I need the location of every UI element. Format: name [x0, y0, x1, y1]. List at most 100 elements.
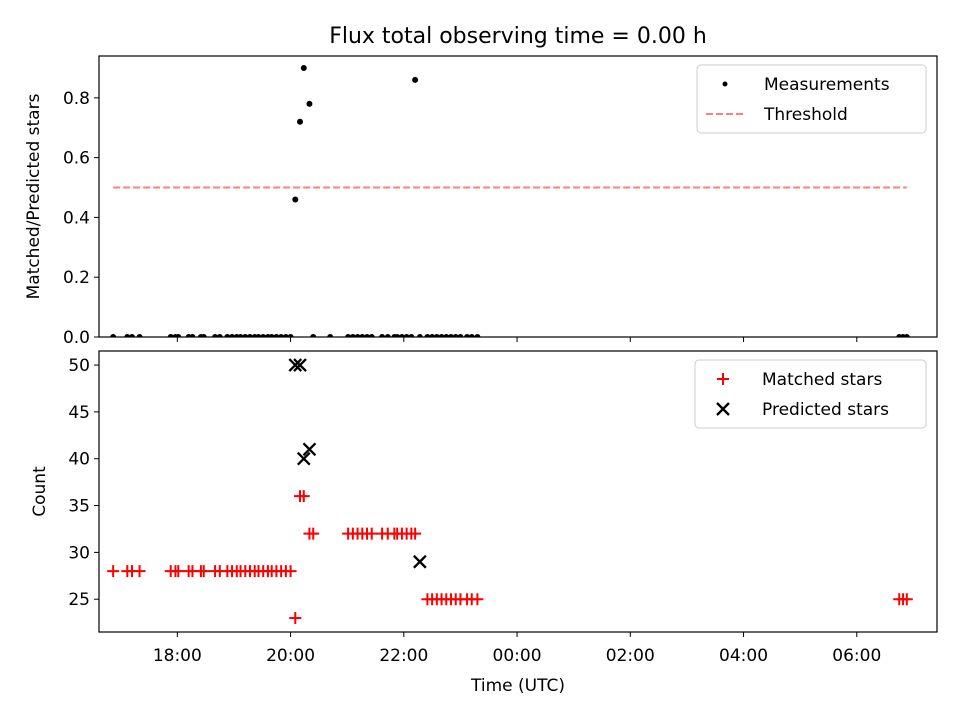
measurement-point: [384, 334, 391, 337]
y-tick-label: 40: [68, 450, 90, 470]
panel-2: 25 30 35 40 45 50 18:00 20:00 22:00 00:00 02:00 04:…: [30, 350, 938, 696]
plot-area: [107, 358, 913, 624]
measurement-point: [278, 334, 285, 337]
measurement-point: [447, 334, 454, 337]
y-tick-label: 0.4: [63, 208, 90, 228]
measurement-point: [438, 334, 445, 337]
x-tick-label: 00:00: [493, 646, 542, 666]
y-tick-label: 0.2: [63, 268, 90, 288]
y-tick-label: 25: [68, 590, 90, 610]
measurement-point: [216, 334, 223, 337]
chart-title: Flux total observing time = 0.00 h: [329, 24, 707, 49]
matched-star-marker: [107, 565, 120, 578]
measurement-point: [212, 334, 219, 337]
y-axis-label: Matched/Predicted stars: [24, 93, 44, 299]
measurement-point: [903, 334, 910, 337]
measurement-point: [229, 334, 236, 337]
legend-label: Threshold: [763, 105, 848, 125]
matched-star-marker: [365, 527, 378, 540]
measurement-point: [464, 334, 471, 337]
measurement-point: [379, 334, 386, 337]
plot-area: [110, 64, 910, 337]
legend: Measurements Threshold: [696, 64, 927, 134]
measurement-point: [468, 334, 475, 337]
matched-star-marker: [900, 593, 913, 606]
measurement-point: [349, 334, 356, 337]
matched-star-marker: [133, 565, 146, 578]
y-tick-label: 0.6: [63, 149, 90, 169]
measurement-point: [300, 64, 307, 71]
measurement-point: [260, 334, 267, 337]
measurement-point: [175, 334, 182, 337]
x-tick-label: 20:00: [266, 646, 315, 666]
y-tick-label: 0.0: [63, 328, 90, 348]
legend-label: Measurements: [764, 75, 890, 95]
measurement-point: [424, 334, 431, 337]
y-tick-label: 0.8: [63, 89, 90, 109]
measurement-point: [306, 100, 313, 107]
measurement-point: [398, 334, 405, 337]
legend-swatch: [716, 402, 730, 416]
measurement-point: [394, 334, 401, 337]
measurement-point: [412, 76, 419, 83]
legend-label: Predicted stars: [762, 400, 889, 420]
matched-star-marker: [297, 490, 310, 503]
legend: Matched stars Predicted stars: [694, 359, 927, 429]
predicted-star-marker: [413, 554, 427, 569]
measurement-point: [327, 334, 334, 337]
matched-star-marker: [409, 527, 422, 540]
measurement-point: [237, 334, 244, 337]
y-tick-label: 35: [68, 497, 90, 517]
measurement-point: [255, 334, 262, 337]
panel-1: 0.0 0.2 0.4 0.6 0.8 Matched/Predicted stars Me…: [24, 55, 938, 348]
measurement-point: [416, 334, 423, 337]
axes-frame: [98, 55, 938, 338]
y-tick-label: 50: [68, 356, 90, 376]
measurement-point: [200, 334, 207, 337]
x-tick-label: 22:00: [379, 646, 428, 666]
measurement-point: [110, 334, 117, 337]
y-axis-label: Count: [30, 466, 50, 517]
measurement-point: [268, 334, 275, 337]
legend-box: [696, 64, 927, 134]
measurement-point: [124, 334, 131, 337]
measurement-point: [368, 334, 375, 337]
measurement-point: [273, 334, 280, 337]
measurement-point: [474, 334, 481, 337]
matched-star-marker: [284, 565, 297, 578]
measurement-point: [167, 334, 174, 337]
measurement-point: [433, 334, 440, 337]
measurement-point: [429, 334, 436, 337]
measurement-point: [297, 118, 304, 125]
legend-swatch: [717, 373, 729, 385]
measurement-point: [457, 334, 464, 337]
matched-star-marker: [471, 593, 484, 606]
legend-label: Matched stars: [762, 370, 882, 390]
measurement-point: [246, 334, 253, 337]
measurement-point: [345, 334, 352, 337]
matched-star-marker: [197, 565, 210, 578]
measurement-point: [287, 334, 294, 337]
x-tick-label: 06:00: [832, 646, 881, 666]
legend-swatch: [722, 81, 728, 87]
predicted-star-marker: [293, 358, 307, 372]
measurement-point: [189, 334, 196, 337]
matched-star-marker: [307, 527, 320, 540]
x-tick-label: 18:00: [153, 646, 202, 666]
measurement-point: [359, 334, 366, 337]
measurement-point: [452, 334, 459, 337]
predicted-star-marker: [288, 358, 303, 372]
measurement-point: [443, 334, 450, 337]
matched-star-marker: [172, 565, 185, 578]
measurement-point: [364, 334, 371, 337]
axes-frame: [98, 350, 938, 633]
measurement-point: [129, 334, 136, 337]
measurement-point: [282, 334, 289, 337]
measurement-point: [354, 334, 361, 337]
x-tick-label: 04:00: [719, 646, 768, 666]
y-tick-label: 30: [68, 543, 90, 563]
measurement-point: [224, 334, 231, 337]
measurement-point: [310, 334, 317, 337]
measurement-point: [403, 334, 410, 337]
